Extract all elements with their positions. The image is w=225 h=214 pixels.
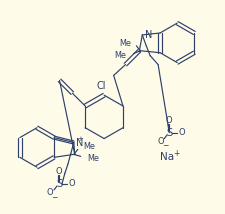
Text: −: − [162,141,169,150]
Text: S: S [166,128,172,138]
Text: O: O [166,116,173,125]
Text: N: N [76,138,83,147]
Text: O: O [179,128,185,137]
Text: +: + [78,136,84,142]
Text: Na: Na [160,152,174,162]
Text: −: − [51,193,57,202]
Text: Me: Me [88,154,99,163]
Text: O: O [47,188,53,197]
Text: O: O [157,137,164,146]
Text: Me: Me [115,51,126,60]
Text: +: + [173,149,179,158]
Text: Cl: Cl [96,81,106,91]
Text: Me: Me [119,39,131,48]
Text: S: S [56,179,62,189]
Text: O: O [56,167,62,176]
Text: O: O [69,180,75,189]
Text: Me: Me [84,142,96,151]
Text: N: N [145,30,153,40]
